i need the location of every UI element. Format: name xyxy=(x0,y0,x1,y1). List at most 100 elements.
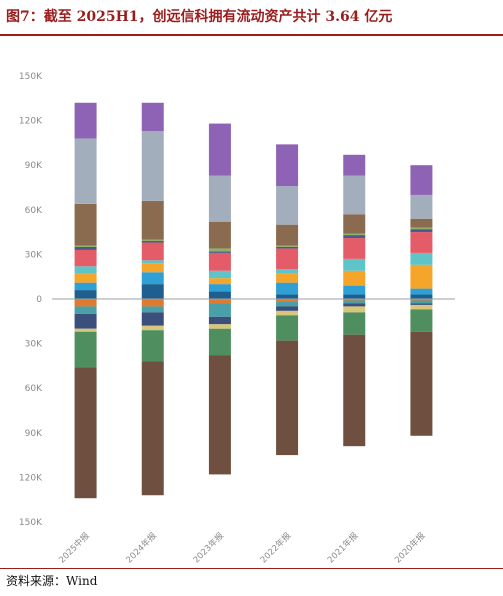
y-tick-label: 120K xyxy=(19,473,43,483)
bar-segment xyxy=(343,175,366,215)
bar-segment xyxy=(74,245,97,247)
bar-segment xyxy=(343,294,366,299)
bar-segment xyxy=(208,303,231,317)
bar-segment xyxy=(141,361,164,496)
bar-segment xyxy=(141,102,164,132)
bar-segment xyxy=(276,310,299,316)
bar-segment xyxy=(410,294,433,299)
bar-segment xyxy=(141,284,164,299)
bar-segment xyxy=(141,131,164,201)
bar-segment xyxy=(343,238,366,259)
bar-segment xyxy=(276,301,299,307)
bar-segment xyxy=(410,165,433,195)
bar-segment xyxy=(276,269,299,274)
title-rule xyxy=(0,34,503,36)
bar-segment xyxy=(208,316,231,325)
bar-segment xyxy=(410,309,433,332)
page-title: 图7：截至 2025H1，创远信科拥有流动资产共计 3.64 亿元 xyxy=(6,9,393,25)
stacked-bar-chart: 150K 120K 90K 60K 30K 0 30K 60K 90K 120K 150K 2025… xyxy=(19,72,455,565)
bar-segment xyxy=(141,330,164,362)
bar-segment xyxy=(410,264,433,289)
y-tick-label: 30K xyxy=(25,340,43,350)
bar-segment xyxy=(410,194,433,219)
bar-segment xyxy=(343,214,366,234)
bar-segment xyxy=(343,334,366,447)
y-axis-ticks: 150K 120K 90K 60K 30K 0 30K 60K 90K 120K 150K xyxy=(19,72,43,528)
x-tick-label: 2020年报 xyxy=(392,530,427,565)
bar-segment xyxy=(410,229,433,233)
bar-segment xyxy=(208,355,231,475)
bar-segment xyxy=(276,186,299,225)
bar-segment xyxy=(343,235,366,239)
bar-segment xyxy=(141,200,164,240)
bar-segment xyxy=(276,245,299,247)
bar-segment xyxy=(141,242,164,261)
x-tick-label: 2025中报 xyxy=(57,530,92,565)
footer-rule xyxy=(0,568,503,569)
bar-segment xyxy=(74,290,97,299)
bar-segment xyxy=(343,258,366,271)
bar-segment xyxy=(74,306,97,314)
bar-segment xyxy=(208,175,231,222)
bar-segment xyxy=(208,278,231,285)
y-tick-label: 90K xyxy=(25,161,43,171)
bar-segment xyxy=(141,325,164,331)
bar-segment xyxy=(343,233,366,236)
x-tick-label: 2023年报 xyxy=(191,530,226,565)
bar-segment xyxy=(410,232,433,253)
bar-segment xyxy=(208,123,231,176)
bar-segment xyxy=(74,331,97,368)
bar-segment xyxy=(410,331,433,436)
bar-segment xyxy=(276,224,299,246)
bar-segment xyxy=(208,248,231,252)
bar-segment xyxy=(343,270,366,286)
y-tick-label: 60K xyxy=(25,206,43,216)
bar-segment xyxy=(208,328,231,356)
bar-segment xyxy=(141,299,164,307)
bar-segment xyxy=(276,294,299,299)
bar-segment xyxy=(141,272,164,285)
bar-segment xyxy=(410,227,433,230)
bar-segment xyxy=(74,282,97,291)
bar-segment xyxy=(276,248,299,270)
bar-segment xyxy=(343,312,366,335)
bar-segment xyxy=(410,304,433,310)
bar-segment xyxy=(276,340,299,456)
bar-segment xyxy=(343,303,366,307)
y-tick-label: 150K xyxy=(19,518,43,528)
bar-segment xyxy=(276,273,299,283)
y-tick-label: 0 xyxy=(36,295,42,305)
bar-segment xyxy=(74,328,97,332)
y-tick-label: 30K xyxy=(25,250,43,260)
bar-segment xyxy=(141,263,164,273)
chart-bars xyxy=(74,102,433,499)
source-note: 资料来源：Wind xyxy=(6,574,98,588)
bar-segment xyxy=(208,291,231,299)
bar-segment xyxy=(208,251,231,253)
bar-segment xyxy=(74,249,97,267)
bar-segment xyxy=(343,285,366,295)
bar-segment xyxy=(74,313,97,329)
x-tick-label: 2021年报 xyxy=(325,530,360,565)
bar-segment xyxy=(343,154,366,176)
bar-segment xyxy=(74,273,97,283)
bar-segment xyxy=(74,102,97,139)
bar-segment xyxy=(276,144,299,187)
bar-segment xyxy=(141,312,164,326)
bar-segment xyxy=(343,306,366,313)
bar-segment xyxy=(276,299,299,302)
bar-segment xyxy=(410,303,433,305)
x-tick-label: 2022年报 xyxy=(258,530,293,565)
bar-segment xyxy=(74,367,97,499)
y-tick-label: 150K xyxy=(19,72,43,82)
y-tick-label: 120K xyxy=(19,117,43,127)
bar-segment xyxy=(74,266,97,274)
bar-segment xyxy=(343,300,366,304)
bar-segment xyxy=(74,138,97,204)
y-tick-label: 90K xyxy=(25,429,43,439)
bar-segment xyxy=(208,221,231,249)
bar-segment xyxy=(208,252,231,271)
bar-segment xyxy=(276,282,299,295)
y-tick-label: 60K xyxy=(25,384,43,394)
bar-segment xyxy=(410,252,433,265)
